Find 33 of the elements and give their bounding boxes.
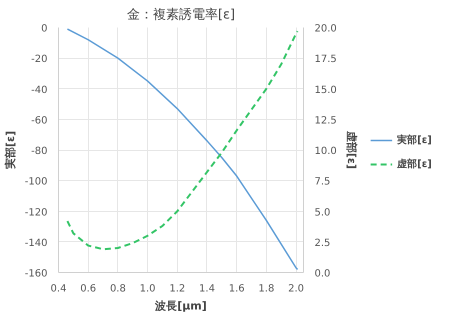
legend-label: 虚部[ε] [397,158,432,171]
y2-tick-label: 7.5 [314,176,330,188]
y2-tick-label: 10.0 [314,146,337,157]
y2-tick-label: 2.5 [314,238,330,249]
y-axis-title: 実部[ε] [4,130,17,170]
y-tick-label: 0 [41,24,48,34]
x-tick-label: 0.6 [80,284,96,294]
y2-tick-label: 20.0 [314,24,337,34]
y-tick-label: -140 [24,238,48,249]
y-tick-label: -160 [24,268,48,280]
y-tick-label: -80 [31,146,48,157]
y-tick-label: -60 [31,115,48,126]
x-tick-label: 1.2 [169,284,186,294]
y-tick-label: -20 [31,54,48,66]
y2-tick-label: 0.0 [314,268,330,280]
legend-label: 実部[ε] [397,133,432,147]
y2-axis-title: 虚部[ε] [344,130,358,170]
x-tick-label: 0.4 [50,284,66,294]
y2-tick-label: 17.5 [314,54,337,66]
x-tick-label: 1.6 [228,284,245,294]
y-tick-label: -100 [24,176,48,188]
y2-tick-label: 5.0 [314,207,330,218]
x-tick-label: 0.8 [110,284,126,294]
x-tick-label: 2.0 [288,284,304,294]
chart-title: 金：複素誘電率[ε] [126,6,236,22]
y-tick-label: -40 [31,84,48,96]
x-tick-label: 1.4 [199,284,215,294]
y2-tick-label: 12.5 [314,115,337,126]
x-tick-label: 1.0 [140,284,156,294]
x-tick-label: 1.8 [258,284,274,294]
y-tick-label: -120 [24,207,48,218]
x-axis-title: 波長[μm] [154,300,207,312]
y2-tick-label: 15.0 [314,84,337,96]
